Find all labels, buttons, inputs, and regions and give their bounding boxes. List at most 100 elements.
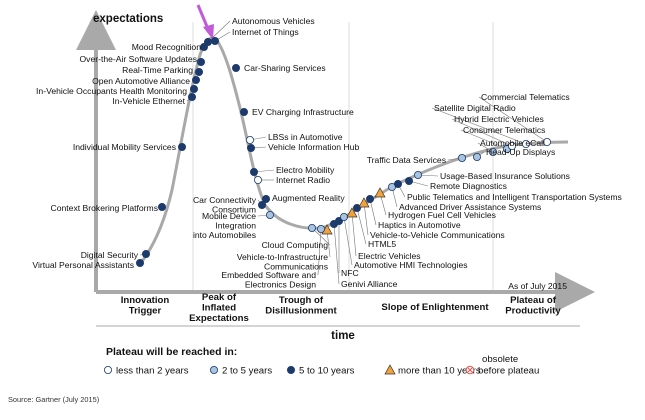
label-internet-radio: Internet Radio [276,175,330,185]
label-hybrid-electric-vehicles: Hybrid Electric Vehicles [454,114,544,124]
marker-electric-vehicles [346,207,358,218]
label-autonomous-vehicles: Autonomous Vehicles [232,16,315,26]
phase-labels: Innovation Trigger Peak of Inflated Expectat… [121,292,562,324]
label-automotive-hmi-technologies: Automotive HMI Technologies [354,260,468,270]
marker-internet-radio [253,175,262,184]
label-remote-diagnostics: Remote Diagnostics [430,181,507,191]
legend: Plateau will be reached in: less than 2 … [104,346,539,377]
legend-label-5to10: 5 to 10 years [299,366,355,377]
marker-lbss-in-automotive [245,135,254,144]
marker-augmented-reality [261,194,270,203]
marker-real-time-parking [194,68,203,77]
marker-car-sharing-services [231,64,240,73]
label-digital-security: Digital Security [81,250,139,260]
marker-html5 [352,203,361,212]
marker-automotive-hmi-technologies [339,212,348,221]
label-internet-of-things: Internet of Things [232,27,299,37]
x-axis-label: time [331,330,355,342]
connector-cloud-computing [311,227,331,246]
connector-automotive-hmi-technologies [343,216,353,266]
label-open-automotive-alliance: Open Automotive Alliance [92,76,190,86]
legend-item-gt10: more than 10 years [384,364,481,377]
label-vehicle-information-hub: Vehicle Information Hub [268,142,359,152]
label-electro-mobility: Electro Mobility [276,165,335,175]
connector-embedded-software-and-electronics-design [317,228,322,276]
marker-vehicle-information-hub [246,143,255,152]
label-head-up-displays: Head-Up Displays [486,147,555,157]
phase-innovation-trigger: Innovation Trigger [121,295,170,317]
label-advanced-driver-assistance-systems: Advanced Driver Assistance Systems [399,202,541,212]
connector-consumer-telematics [460,129,508,150]
marker-haptics-in-automotive [365,194,374,203]
label-genivi-alliance: Genivi Alliance [341,279,398,289]
connector-vehicle-to-vehicle-communications [363,202,369,236]
marker-ev-charging-infrastructure [239,108,248,117]
label-mood-recognition: Mood Recognition [132,42,201,52]
marker-usage-based-insurance-solutions [413,170,422,179]
phase-trough-of-disillusionment: Trough of Disillusionment [265,295,337,317]
y-axis-label: expectations [93,13,163,25]
marker-virtual-personal-assistants [135,258,144,267]
connector-html5 [356,207,367,245]
marker-head-up-displays [472,152,481,161]
as-of-label: As of July 2015 [508,281,567,291]
label-embedded-software-and-electronics-design: Embedded Software and Electronics Design [221,270,316,290]
marker-individual-mobility-services [177,142,186,151]
label-ev-charging-infrastructure: EV Charging Infrastructure [252,107,354,117]
marker-electro-mobility [249,167,258,176]
legend-label-gt10: more than 10 years [398,366,481,377]
label-car-connectivity-consortium: Car Connectivity Consortium [193,195,257,215]
label-augmented-reality: Augmented Reality [272,193,345,203]
label-in-vehicle-occupants-health-monitoring: In-Vehicle Occupants Health Monitoring [36,86,187,96]
marker-autonomous-vehicles [203,38,212,47]
marker-hybrid-electric-vehicles [507,141,516,150]
label-over-the-air-software-updates: Over-the-Air Software Updates [80,54,198,64]
marker-hydrogen-fuel-cell-vehicles [374,187,386,198]
legend-item-5to10: 5 to 10 years [286,365,355,377]
marker-context-brokering-platforms [157,202,166,211]
technology-markers [135,37,552,267]
marker-embedded-software-and-electronics-design [316,224,325,233]
marker-commercial-telematics [543,137,552,146]
connector-autonomous-vehicles [207,20,231,43]
marker-satellite-digital-radio [522,139,531,148]
label-virtual-personal-assistants: Virtual Personal Assistants [32,260,134,270]
label-electric-vehicles: Electric Vehicles [358,251,421,261]
marker-vehicle-to-vehicle-communications [358,197,370,208]
label-individual-mobility-services: Individual Mobility Services [73,142,176,152]
label-vehicle-to-vehicle-communications: Vehicle-to-Vehicle Communications [370,230,505,240]
legend-swatch-lt2 [104,365,113,374]
connector-haptics-in-automotive [369,198,377,226]
highlight-arrow-icon [196,4,214,40]
label-html5: HTML5 [368,239,396,249]
legend-swatch-5to10 [286,365,295,374]
marker-automobile-ecall [488,147,497,156]
label-traffic-data-services: Traffic Data Services [367,155,446,165]
marker-car-connectivity-consortium [257,200,266,209]
legend-item-2to5: 2 to 5 years [209,365,272,377]
phase-peak-of-inflated-expectations: Peak of Inflated Expectations [189,292,249,324]
marker-in-vehicle-occupants-health-monitoring [189,85,198,94]
label-car-sharing-services: Car-Sharing Services [244,63,326,73]
label-real-time-parking: Real-Time Parking [122,65,193,75]
legend-label-obsolete: obsolete before plateau [478,354,539,377]
marker-mobile-device-integration-into-automobiles [265,210,274,219]
label-haptics-in-automotive: Haptics in Automotive [378,220,461,230]
legend-item-lt2: less than 2 years [104,365,189,377]
label-commercial-telematics: Commercial Telematics [481,92,570,102]
label-in-vehicle-ethernet: In-Vehicle Ethernet [112,96,185,106]
source-note: Source: Gartner (July 2015) [8,395,99,404]
connector-commercial-telematics [478,96,548,143]
connector-electric-vehicles [351,212,357,257]
marker-public-telematics-and-intelligent-transportation-systems [393,179,402,188]
label-context-brokering-platforms: Context Brokering Platforms [51,203,158,213]
marker-remote-diagnostics [404,176,413,185]
marker-internet-of-things [210,37,219,46]
phase-slope-of-enlightenment: Slope of Enlightenment [381,302,489,313]
connector-satellite-digital-radio [431,107,527,145]
legend-swatch-2to5 [209,365,218,374]
label-satellite-digital-radio: Satellite Digital Radio [434,103,516,113]
label-consumer-telematics: Consumer Telematics [463,125,545,135]
